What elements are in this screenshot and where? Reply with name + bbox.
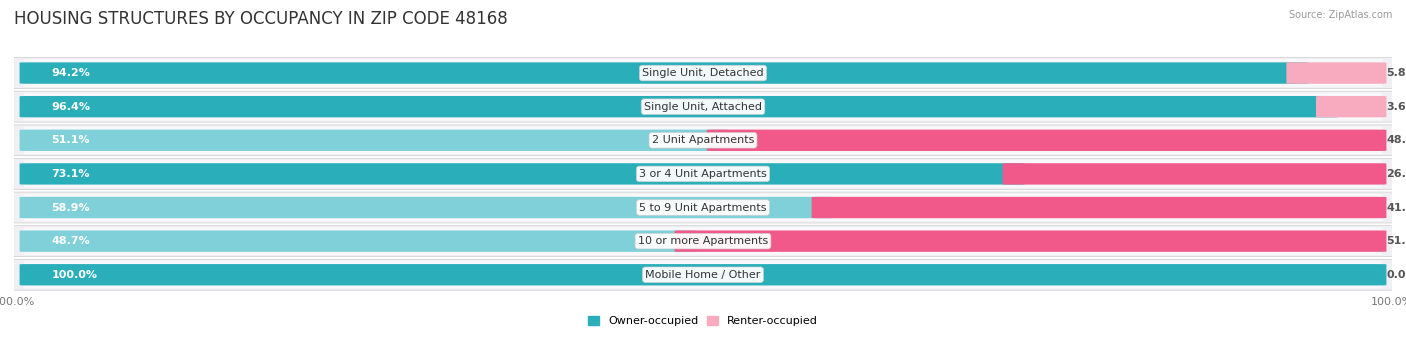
Text: 5.8%: 5.8% <box>1386 68 1406 78</box>
Text: 26.9%: 26.9% <box>1386 169 1406 179</box>
Text: 3 or 4 Unit Apartments: 3 or 4 Unit Apartments <box>640 169 766 179</box>
FancyBboxPatch shape <box>20 163 1025 184</box>
FancyBboxPatch shape <box>7 125 1399 156</box>
Text: Single Unit, Detached: Single Unit, Detached <box>643 68 763 78</box>
Text: Source: ZipAtlas.com: Source: ZipAtlas.com <box>1288 10 1392 20</box>
FancyBboxPatch shape <box>7 192 1399 223</box>
Text: 48.7%: 48.7% <box>51 236 90 246</box>
Text: 2 Unit Apartments: 2 Unit Apartments <box>652 135 754 145</box>
FancyBboxPatch shape <box>20 264 1386 285</box>
Text: 51.3%: 51.3% <box>1386 236 1406 246</box>
FancyBboxPatch shape <box>7 91 1399 122</box>
Text: 0.0%: 0.0% <box>1386 270 1406 280</box>
Text: 100.0%: 100.0% <box>51 270 97 280</box>
FancyBboxPatch shape <box>24 59 1382 87</box>
Text: 5 to 9 Unit Apartments: 5 to 9 Unit Apartments <box>640 203 766 212</box>
FancyBboxPatch shape <box>24 160 1382 188</box>
FancyBboxPatch shape <box>24 126 1382 154</box>
Text: 96.4%: 96.4% <box>51 102 90 112</box>
Text: Mobile Home / Other: Mobile Home / Other <box>645 270 761 280</box>
FancyBboxPatch shape <box>24 194 1382 222</box>
Text: Single Unit, Attached: Single Unit, Attached <box>644 102 762 112</box>
Text: 3.6%: 3.6% <box>1386 102 1406 112</box>
FancyBboxPatch shape <box>1002 163 1386 184</box>
FancyBboxPatch shape <box>7 159 1399 189</box>
FancyBboxPatch shape <box>7 226 1399 257</box>
FancyBboxPatch shape <box>7 259 1399 290</box>
FancyBboxPatch shape <box>20 197 834 218</box>
FancyBboxPatch shape <box>20 96 1339 117</box>
FancyBboxPatch shape <box>811 197 1386 218</box>
FancyBboxPatch shape <box>1286 62 1386 84</box>
FancyBboxPatch shape <box>707 130 1386 151</box>
FancyBboxPatch shape <box>675 231 1386 252</box>
Text: 51.1%: 51.1% <box>51 135 90 145</box>
Text: 41.1%: 41.1% <box>1386 203 1406 212</box>
Text: 10 or more Apartments: 10 or more Apartments <box>638 236 768 246</box>
Text: 94.2%: 94.2% <box>51 68 90 78</box>
Text: HOUSING STRUCTURES BY OCCUPANCY IN ZIP CODE 48168: HOUSING STRUCTURES BY OCCUPANCY IN ZIP C… <box>14 10 508 28</box>
FancyBboxPatch shape <box>7 58 1399 89</box>
Text: 58.9%: 58.9% <box>51 203 90 212</box>
FancyBboxPatch shape <box>24 227 1382 255</box>
FancyBboxPatch shape <box>1316 96 1386 117</box>
Text: 73.1%: 73.1% <box>51 169 90 179</box>
FancyBboxPatch shape <box>20 231 696 252</box>
FancyBboxPatch shape <box>24 93 1382 121</box>
FancyBboxPatch shape <box>24 261 1382 289</box>
FancyBboxPatch shape <box>20 130 728 151</box>
Text: 48.9%: 48.9% <box>1386 135 1406 145</box>
Legend: Owner-occupied, Renter-occupied: Owner-occupied, Renter-occupied <box>583 312 823 331</box>
FancyBboxPatch shape <box>20 62 1309 84</box>
